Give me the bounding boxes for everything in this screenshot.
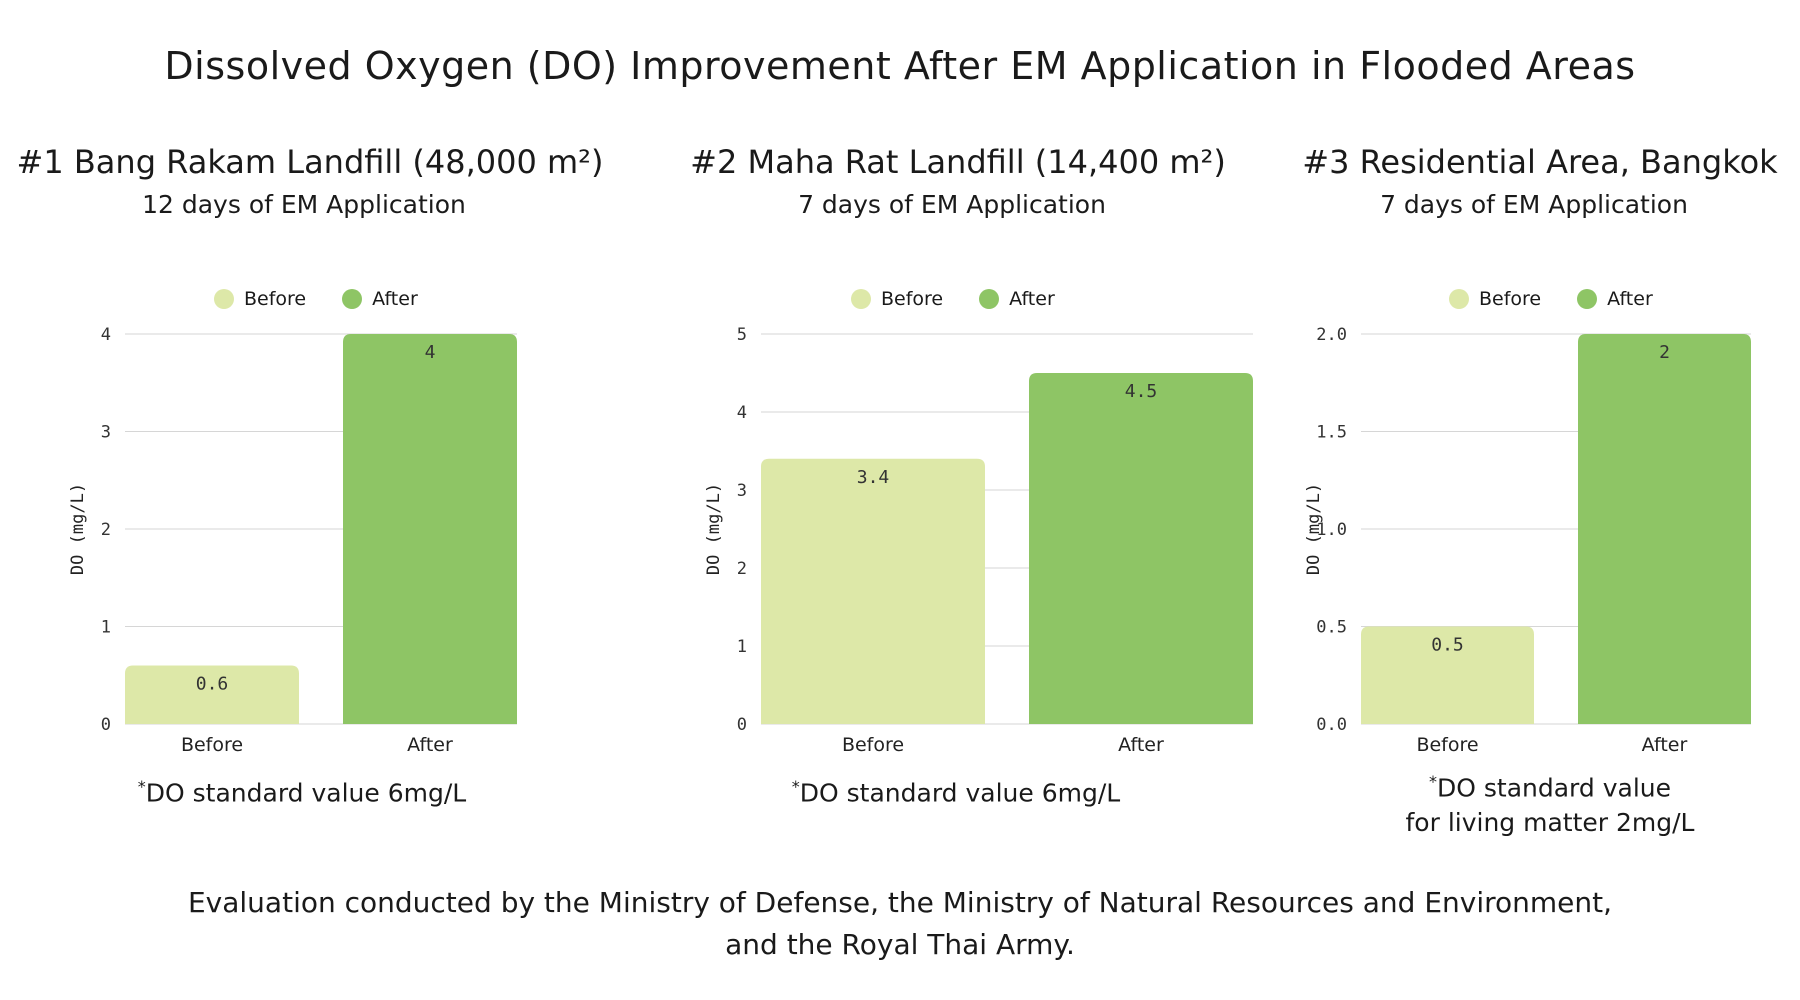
footer-credit: Evaluation conducted by the Ministry of … <box>0 882 1800 966</box>
note-mark: * <box>137 777 146 796</box>
chart-legend: Before After <box>214 286 454 312</box>
y-tick-label: 4 <box>101 325 111 345</box>
legend-label: Before <box>881 288 944 310</box>
standard-note: *DO standard value 6mg/L <box>656 769 1256 810</box>
legend-item-before: Before <box>214 288 306 310</box>
y-tick-label: 1 <box>737 637 747 657</box>
bar-before <box>761 458 985 724</box>
data-label: 3.4 <box>857 467 890 488</box>
legend-swatch-after <box>1577 289 1598 309</box>
panel-subtitle: 12 days of EM Application <box>142 190 466 219</box>
footer-line-1: Evaluation conducted by the Ministry of … <box>187 886 1613 919</box>
bar-after <box>1029 373 1253 724</box>
x-tick-label: Before <box>1416 734 1478 756</box>
y-tick-label: 0.5 <box>1316 618 1347 638</box>
bar-before <box>1361 626 1534 724</box>
bar-chart: 0 1 2 3 4 5 DO (mg/L) 3.4 Before 4.5 After <box>704 325 1253 756</box>
y-axis-title: DO (mg/L) <box>1304 483 1324 575</box>
y-tick-label: 0.0 <box>1316 715 1347 735</box>
legend-item-after: After <box>342 288 418 310</box>
note-text: DO standard value 6mg/L <box>799 778 1121 808</box>
x-tick-label: After <box>1118 734 1164 756</box>
bar-chart: 0 1 2 3 4 DO (mg/L) 0.6 Before 4 After <box>68 325 517 756</box>
note-mark: * <box>1429 772 1437 791</box>
chart-panel-1: #1 Bang Rakam Landfill (48,000 m²) 12 da… <box>0 0 604 870</box>
y-tick-label: 5 <box>737 325 747 345</box>
x-tick-label: After <box>407 734 453 756</box>
footer-line-2: and the Royal Thai Army. <box>725 928 1075 961</box>
legend-swatch-before <box>1449 289 1469 309</box>
legend-label: After <box>1607 288 1653 310</box>
chart-panel-2: #2 Maha Rat Landfill (14,400 m²) 7 days … <box>660 0 1260 870</box>
note-text: DO standard value 6mg/L <box>145 778 467 808</box>
x-tick-label: Before <box>181 734 243 756</box>
bar-after <box>1578 334 1751 724</box>
x-tick-label: Before <box>842 734 904 756</box>
bar-before <box>125 665 299 724</box>
y-tick-label: 3 <box>737 481 747 501</box>
bar-after <box>343 334 517 724</box>
legend-item-after: After <box>979 288 1055 310</box>
data-label: 0.6 <box>196 674 229 695</box>
y-axis-title: DO (mg/L) <box>704 483 724 575</box>
chart-panel-3: #3 Residential Area, Bangkok 7 days of E… <box>1200 0 1800 870</box>
y-tick-label: 1.0 <box>1316 520 1347 540</box>
legend-item-after: After <box>1577 288 1653 310</box>
y-tick-label: 0 <box>737 715 747 735</box>
legend-label: Before <box>1479 288 1542 310</box>
standard-note: *DO standard value for living matter 2mg… <box>1250 764 1800 840</box>
data-label: 4.5 <box>1125 381 1158 402</box>
note-line-1: *DO standard value <box>1250 764 1800 805</box>
bar-chart: 0.0 0.5 1.0 1.5 2.0 DO (mg/L) 0.5 Before 2 After <box>1304 325 1751 756</box>
y-axis-title: DO (mg/L) <box>68 483 88 575</box>
main-title: Dissolved Oxygen (DO) Improvement After … <box>164 44 1636 88</box>
data-label: 0.5 <box>1431 635 1464 656</box>
y-tick-label: 2.0 <box>1316 325 1347 345</box>
panel-subtitle: 7 days of EM Application <box>798 190 1106 219</box>
y-tick-label: 1.5 <box>1316 423 1347 443</box>
legend-item-before: Before <box>851 288 943 310</box>
panel-title: #3 Residential Area, Bangkok <box>1302 143 1778 181</box>
legend-label: After <box>372 288 418 310</box>
data-label: 4 <box>425 342 436 363</box>
legend-swatch-before <box>214 289 234 309</box>
legend-label: Before <box>244 288 307 310</box>
note-line-1: *DO standard value 6mg/L <box>656 769 1256 810</box>
legend-swatch-before <box>851 289 871 309</box>
y-tick-label: 0 <box>101 715 111 735</box>
data-label: 2 <box>1659 342 1670 363</box>
y-tick-label: 4 <box>737 403 747 423</box>
legend-swatch-after <box>979 289 1000 309</box>
y-tick-label: 2 <box>737 559 747 579</box>
y-tick-label: 2 <box>101 520 111 540</box>
legend-swatch-after <box>342 289 363 309</box>
panel-title: #2 Maha Rat Landfill (14,400 m²) <box>690 143 1226 181</box>
note-text: DO standard value <box>1437 773 1671 803</box>
note-mark: * <box>791 777 800 796</box>
legend-label: After <box>1009 288 1055 310</box>
panel-subtitle: 7 days of EM Application <box>1380 190 1688 219</box>
standard-note: *DO standard value 6mg/L <box>2 769 602 810</box>
x-tick-label: After <box>1642 734 1688 756</box>
legend-item-before: Before <box>1449 288 1541 310</box>
y-tick-label: 1 <box>101 618 111 638</box>
y-tick-label: 3 <box>101 423 111 443</box>
chart-legend: Before After <box>851 286 1091 312</box>
note-line-1: *DO standard value 6mg/L <box>2 769 602 810</box>
panel-title: #1 Bang Rakam Landfill (48,000 m²) <box>16 143 604 181</box>
chart-legend: Before After <box>1449 286 1689 312</box>
note-line-2: for living matter 2mg/L <box>1405 808 1695 838</box>
